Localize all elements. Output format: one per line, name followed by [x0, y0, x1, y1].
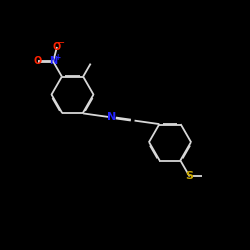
Text: O: O: [53, 42, 61, 52]
Text: N: N: [49, 56, 57, 66]
Text: +: +: [54, 53, 60, 62]
Text: −: −: [58, 38, 66, 48]
Text: S: S: [186, 172, 194, 181]
Text: O: O: [34, 56, 42, 66]
Text: N: N: [108, 112, 117, 122]
